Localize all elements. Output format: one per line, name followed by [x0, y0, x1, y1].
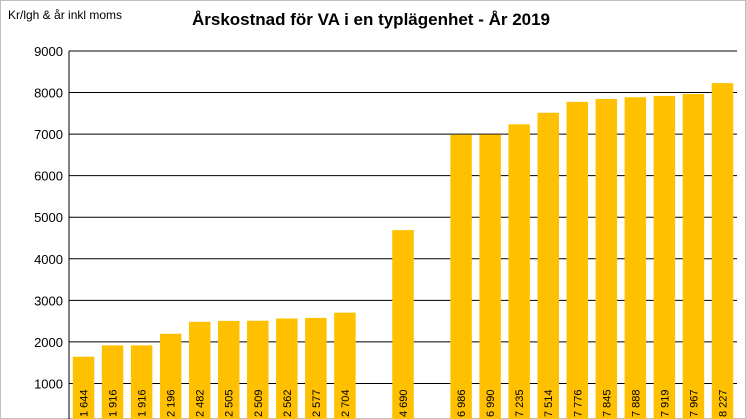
bar: [537, 112, 559, 419]
bar: [101, 345, 124, 419]
bar: [276, 318, 298, 419]
data-label: 6 986: [456, 389, 468, 417]
bar: [72, 356, 95, 419]
bar: [450, 134, 472, 419]
y-axis-label: Kr/lgh & år inkl moms: [8, 8, 122, 22]
data-label: 6 990: [485, 389, 497, 417]
data-label: 7 845: [601, 389, 613, 417]
data-label: 1 644: [79, 389, 91, 417]
data-label: 7 888: [630, 389, 642, 417]
bar: [159, 333, 182, 419]
bar: [711, 83, 734, 419]
bar: [595, 98, 618, 419]
y-tick-label: 8000: [34, 86, 63, 101]
y-tick-label: 7000: [34, 127, 63, 142]
data-label: 8 227: [717, 389, 729, 417]
bar: [566, 101, 589, 419]
data-label: 2 704: [340, 389, 352, 417]
y-tick-label: 9000: [34, 44, 63, 59]
y-axis: 1000 2000 3000 4000 5000 6000 7000 8000 9000: [34, 44, 70, 419]
data-label: 2 482: [195, 389, 207, 417]
data-label: 1 916: [108, 389, 120, 417]
bar: [247, 320, 269, 419]
bar: [217, 320, 240, 419]
data-labels: 1 644 1 916 1 916 2 196 2 482 2 505 2 509 2 562…: [79, 389, 730, 417]
data-label: 1 916: [137, 389, 149, 417]
bar: [334, 312, 356, 419]
bar: [188, 321, 211, 419]
bar: [682, 93, 705, 419]
data-label: 2 505: [224, 389, 236, 417]
bar: [130, 345, 153, 419]
y-tick-label: 3000: [34, 293, 63, 308]
chart-title: Årskostnad för VA i en typlägenhet - År …: [192, 10, 550, 29]
data-label: 2 562: [282, 389, 294, 417]
y-tick-label: 4000: [34, 252, 63, 267]
data-label: 7 776: [572, 389, 584, 417]
y-tick-label: 6000: [34, 169, 63, 184]
bar: [508, 124, 530, 419]
bar: [305, 317, 327, 419]
data-label: 2 577: [311, 389, 323, 417]
data-label: 2 509: [253, 389, 265, 417]
bar: [392, 230, 414, 419]
y-tick-label: 5000: [34, 210, 63, 225]
bar: [624, 97, 647, 419]
y-tick-label: 2000: [34, 335, 63, 350]
data-label: 7 919: [659, 389, 671, 417]
bar: [479, 134, 501, 419]
bars: [72, 83, 734, 419]
data-label: 7 514: [543, 389, 555, 417]
data-label: 2 196: [166, 389, 178, 417]
bar: [653, 95, 676, 419]
data-label: 7 967: [688, 389, 700, 417]
y-tick-label: 1000: [34, 376, 63, 391]
data-label: 4 690: [398, 389, 410, 417]
data-label: 7 235: [514, 389, 526, 417]
